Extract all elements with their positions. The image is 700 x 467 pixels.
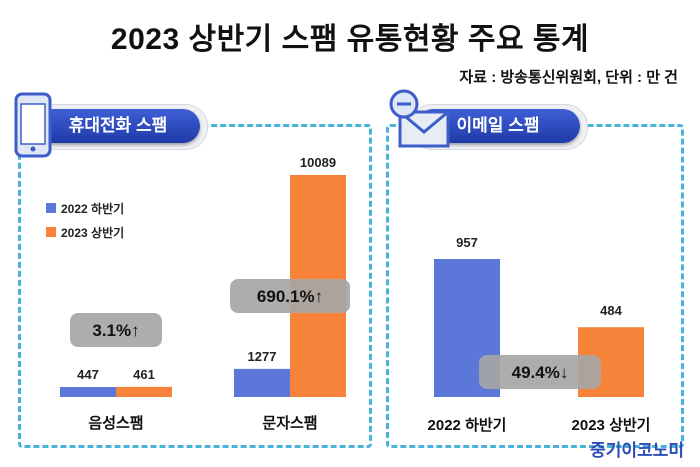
bar-value-label: 461 bbox=[133, 367, 155, 382]
change-badge-voice-bg bbox=[70, 313, 162, 347]
bar-value-label: 10089 bbox=[300, 155, 336, 170]
legend-swatch bbox=[46, 203, 56, 213]
change-badge-email: 49.4%↓ bbox=[512, 363, 569, 382]
bar-음성스팸-1 bbox=[116, 386, 172, 397]
bar-문자스팸-0 bbox=[234, 368, 290, 397]
mobile-spam-chart: 447 461 음성스팸 1277 10089 문자스팸 2022 하반기 2023 상반기 3… bbox=[46, 155, 350, 432]
legend-swatch bbox=[46, 227, 56, 237]
bar-value-label: 1277 bbox=[248, 349, 277, 364]
email-spam-chart: 957 2022 하반기 484 2023 상반기 49.4%↓ bbox=[428, 235, 651, 434]
change-badge-sms: 690.1%↑ bbox=[257, 287, 323, 306]
bar-value-label: 957 bbox=[456, 235, 478, 250]
brand-logo: 중기이코노미 bbox=[590, 441, 684, 460]
bar-value-label: 484 bbox=[600, 303, 622, 318]
email-icon bbox=[389, 89, 450, 148]
category-label: 2023 상반기 bbox=[572, 417, 651, 434]
change-badge-sms-bg bbox=[230, 279, 350, 313]
change-badge-voice: 3.1%↑ bbox=[92, 321, 139, 340]
category-label: 음성스팸 bbox=[88, 414, 143, 432]
category-label: 문자스팸 bbox=[262, 415, 317, 432]
page-title: 2023 상반기 스팸 유통현황 주요 통계 bbox=[110, 23, 590, 56]
source-note: 자료 : 방송통신위원회, 단위 : 만 건 bbox=[459, 69, 678, 86]
change-badge-email-bg bbox=[479, 355, 601, 389]
bar-value-label: 447 bbox=[77, 367, 99, 382]
smartphone-icon bbox=[14, 92, 52, 158]
legend-label: 2022 하반기 bbox=[61, 201, 124, 216]
mobile-spam-title: 휴대전화 스팸 bbox=[36, 109, 200, 143]
category-label: 2022 하반기 bbox=[428, 417, 507, 434]
legend-label: 2023 상반기 bbox=[61, 225, 124, 240]
bar-음성스팸-0 bbox=[60, 387, 116, 397]
